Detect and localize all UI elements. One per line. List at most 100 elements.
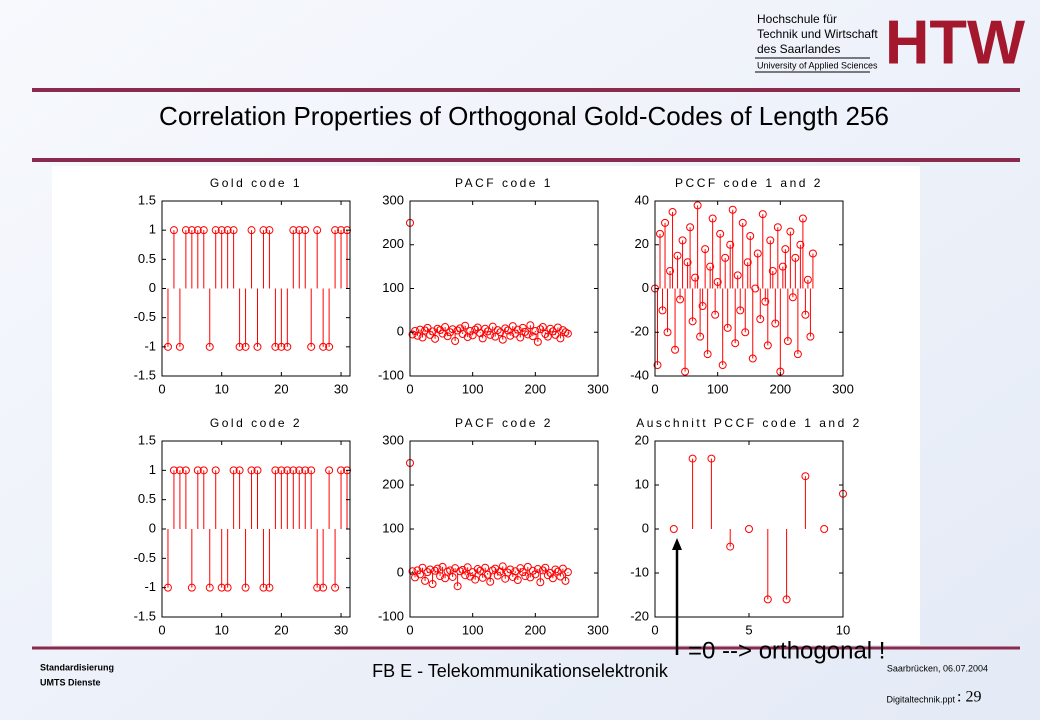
stem-marker [421,326,430,335]
stem-marker [307,342,316,351]
stem-marker [493,326,502,335]
stem-marker [741,328,750,337]
stem-marker [671,345,680,354]
subplot: Gold code 1 0 10 20 30 -1.5 -1 -0.5 0 0.5 1 1.5 [134,176,352,396]
stem-marker [313,583,322,592]
stem-marker [416,325,425,334]
x-tick-label: 10 [836,622,850,637]
stem-marker [678,236,687,245]
x-tick-label: 200 [769,381,791,396]
stem-marker [443,332,452,341]
stem-marker [431,566,440,575]
stem-marker [418,563,427,572]
stem-marker [187,226,196,235]
stem-marker [289,466,298,475]
stem-marker [451,337,460,345]
stem-marker [259,583,268,592]
stem-marker [253,466,262,475]
x-tick-label: 30 [334,381,348,396]
stem-marker [778,262,787,271]
stem-marker [498,335,507,344]
stem-marker [748,354,757,363]
stem-marker [271,466,280,475]
stem-marker [761,297,770,306]
figure-area [52,166,920,645]
stem-marker [551,565,560,574]
stem-marker [486,330,495,339]
stem-marker [691,273,700,282]
arrow-head [672,538,682,550]
stem-marker [796,240,805,249]
stem-marker [788,293,797,302]
footer-left: UMTS Dienste [40,677,101,687]
stem-marker [448,325,457,334]
stem-marker [313,226,322,235]
stem-marker [277,466,286,475]
stem-marker [511,329,520,338]
stem-marker [726,240,735,249]
stem-marker [461,571,470,580]
stem-marker [783,337,792,345]
stem-marker [786,227,795,236]
stem-marker [193,226,202,235]
stem-marker [253,342,262,351]
stem-marker [247,466,256,475]
y-tick-label: 0 [642,520,649,535]
stem-marker [235,342,244,351]
x-tick-label: 100 [462,622,484,637]
y-tick-label: 0 [642,280,649,295]
stem-marker [708,214,717,223]
stem-marker [229,466,238,475]
stem-marker [428,327,437,336]
stem-marker [803,275,812,284]
stem-marker [746,232,755,240]
x-tick-label: 10 [214,622,228,637]
stem-marker [421,576,430,585]
x-tick-label: 300 [832,381,854,396]
stem-marker [483,570,492,579]
stem-marker [461,321,470,330]
annotation: =0 --> orthogonal ! [688,637,885,664]
stem-marker [265,226,274,235]
stem-marker [563,568,572,577]
stem-marker [413,566,422,575]
stem-marker [458,565,467,574]
stem-marker [533,337,542,346]
stem-marker [696,332,705,341]
stem-marker [693,201,702,210]
stem-marker [418,333,427,342]
header-line: University of Applied Sciences [757,60,878,70]
stem-marker [743,258,752,267]
stem-marker [217,226,226,235]
stem-marker [716,229,725,238]
stem-marker [701,245,710,254]
stem-marker [688,454,697,463]
y-tick-label: 40 [635,192,649,207]
stem-marker [453,582,462,591]
stem-marker [561,576,570,585]
stem-marker [753,249,762,258]
stem-marker [319,342,328,351]
stem-marker [733,271,742,280]
stem-marker [217,583,226,592]
stem-marker [538,323,547,331]
stem-marker [688,317,697,326]
stem-marker [205,342,214,351]
stem-marker [331,226,340,235]
stem-marker [763,341,772,350]
x-tick-label: 5 [745,622,752,637]
stem-marker [791,253,800,262]
stem-marker [546,324,555,333]
y-tick-label: -1.5 [134,367,156,382]
y-tick-label: 20 [635,236,649,251]
stem-marker [343,226,352,235]
stem-marker [211,226,220,235]
x-tick-label: 0 [651,381,658,396]
stem-marker [653,361,662,370]
stem-marker [801,472,810,481]
stem-marker [801,310,810,319]
footer-date: Saarbrücken, 06.07.2004 [887,663,988,673]
stem-marker [223,226,232,235]
